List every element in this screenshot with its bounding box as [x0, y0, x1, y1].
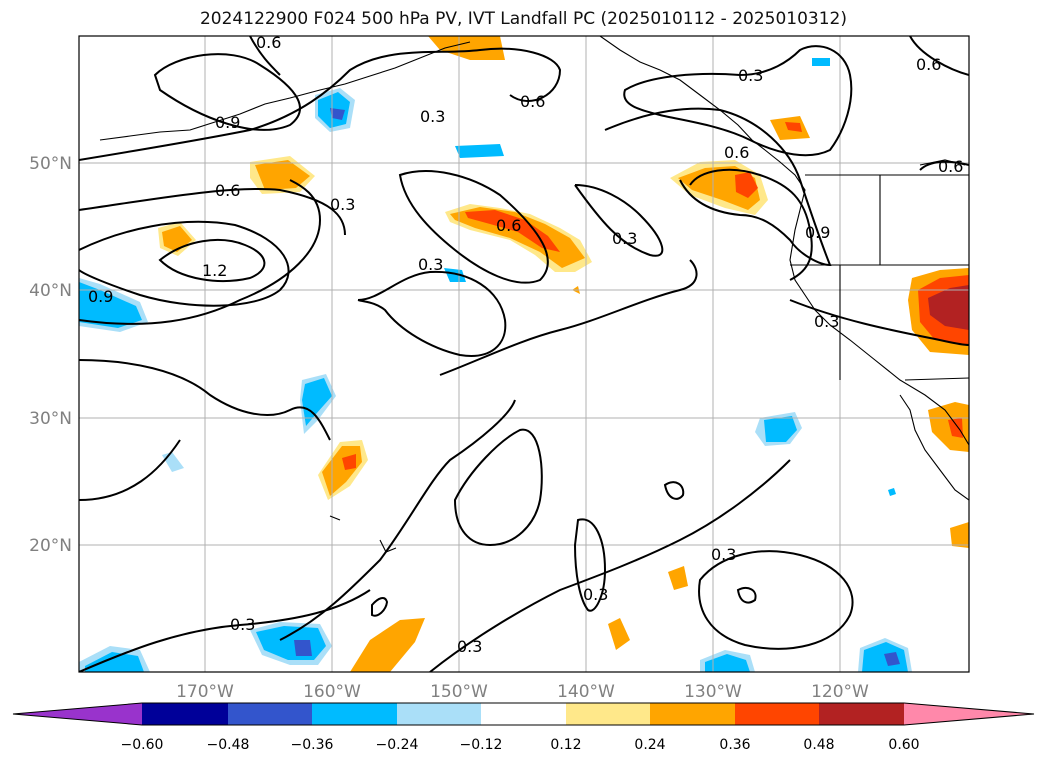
colorbar-tick-label: −0.24 — [376, 737, 419, 753]
contour-label: 0.6 — [496, 216, 521, 235]
lon-label: 120°W — [811, 682, 869, 702]
contour-label: 0.3 — [612, 229, 637, 248]
lon-label: 160°W — [303, 682, 361, 702]
contour-label: 0.3 — [711, 545, 736, 564]
colorbar-segment — [481, 703, 566, 725]
contour-label: 0.6 — [724, 143, 749, 162]
contour-labels: 0.6 0.9 0.3 0.6 0.3 0.6 0.3 0.6 1.2 0.9 … — [88, 33, 963, 656]
colorbar-segment — [312, 703, 397, 725]
colorbar-segment — [735, 703, 819, 725]
colorbar-tick-label: −0.36 — [291, 737, 334, 753]
contour-label: 0.6 — [938, 157, 963, 176]
graticule — [79, 36, 969, 672]
pv-contours — [79, 36, 969, 672]
contour-label: 0.3 — [738, 66, 763, 85]
colorbar-tick-label: −0.48 — [207, 737, 250, 753]
contour-label: 0.9 — [805, 223, 830, 242]
lat-label: 50°N — [29, 154, 72, 174]
colorbar-segment — [397, 703, 481, 725]
coastlines — [99, 36, 969, 553]
contour-label: 0.3 — [420, 107, 445, 126]
colorbar: −0.60 −0.48 −0.36 −0.24 −0.12 0.12 0.24 … — [12, 702, 1035, 753]
contour-label: 0.3 — [457, 637, 482, 656]
longitude-labels: 170°W 160°W 150°W 140°W 130°W 120°W — [176, 682, 869, 702]
colorbar-tick-label: 0.24 — [634, 737, 665, 753]
contour-label: 0.6 — [916, 55, 941, 74]
colorbar-tick-label: 0.12 — [550, 737, 581, 753]
pv-shading — [79, 36, 969, 672]
latitude-labels: 50°N 40°N 30°N 20°N — [29, 154, 72, 556]
lon-label: 170°W — [176, 682, 234, 702]
map-border — [78, 35, 970, 673]
contour-label: 0.3 — [418, 255, 443, 274]
contour-label: 0.3 — [330, 195, 355, 214]
map-panel — [79, 36, 969, 672]
map-title: 2024122900 F024 500 hPa PV, IVT Landfall… — [199, 9, 847, 29]
colorbar-segment — [819, 703, 904, 725]
lon-label: 150°W — [430, 682, 488, 702]
colorbar-tick-label: 0.36 — [719, 737, 750, 753]
colorbar-tick-label: 0.60 — [888, 737, 919, 753]
lat-label: 40°N — [29, 281, 72, 301]
contour-label: 0.9 — [88, 287, 113, 306]
lat-label: 20°N — [29, 536, 72, 556]
colorbar-tick-label: 0.48 — [803, 737, 834, 753]
contour-label: 0.3 — [230, 615, 255, 634]
contour-label: 0.3 — [814, 312, 839, 331]
colorbar-outline — [12, 702, 1035, 726]
colorbar-segment — [566, 703, 650, 725]
colorbar-segment — [142, 703, 228, 725]
colorbar-extend-min — [13, 703, 142, 725]
colorbar-tick-label: −0.12 — [460, 737, 503, 753]
contour-label: 0.9 — [215, 113, 240, 132]
lon-label: 130°W — [684, 682, 742, 702]
colorbar-extend-max — [904, 703, 1034, 725]
contour-label: 0.3 — [583, 585, 608, 604]
lon-label: 140°W — [557, 682, 615, 702]
colorbar-segment — [228, 703, 312, 725]
lat-label: 30°N — [29, 409, 72, 429]
contour-label: 0.6 — [520, 92, 545, 111]
contour-label: 0.6 — [215, 181, 240, 200]
contour-label: 0.6 — [256, 33, 281, 52]
colorbar-ticks: −0.60 −0.48 −0.36 −0.24 −0.12 0.12 0.24 … — [121, 737, 920, 753]
contour-label: 1.2 — [202, 261, 227, 280]
colorbar-segment — [650, 703, 735, 725]
colorbar-tick-label: −0.60 — [121, 737, 164, 753]
